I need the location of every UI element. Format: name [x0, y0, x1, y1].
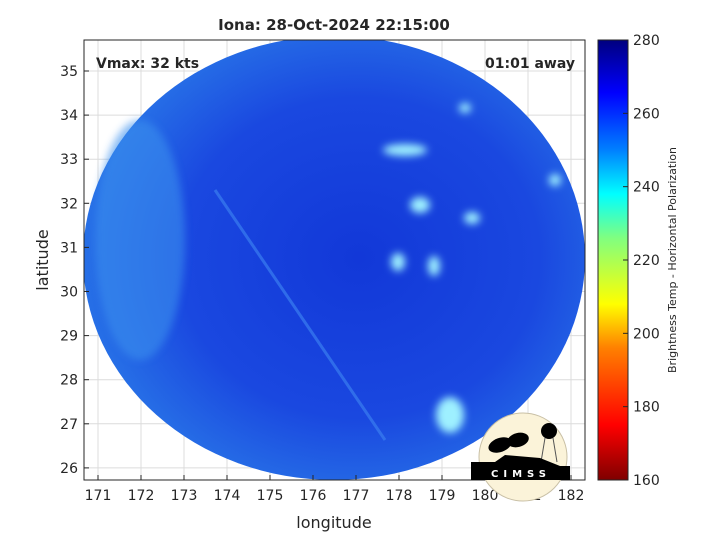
x-tick-label: 171 [85, 488, 112, 504]
x-axis-label: longitude [296, 513, 371, 532]
y-tick-label: 33 [60, 152, 78, 168]
y-tick-label: 29 [60, 329, 78, 345]
colorbar-tick-label: 240 [633, 180, 660, 196]
logo-text: CIMSS [491, 469, 551, 480]
x-tick-label: 176 [300, 488, 327, 504]
axes-box [83, 39, 586, 481]
y-tick-label: 27 [60, 417, 78, 433]
x-tick-label: 173 [171, 488, 198, 504]
y-tick-label: 35 [60, 64, 78, 80]
y-tick-label: 34 [60, 108, 78, 124]
colorbar-label: Brightness Temp - Horizontal Polarizatio… [666, 147, 679, 373]
y-ticks: 26 27 28 29 30 31 32 33 34 35 [60, 64, 89, 477]
y-axis-label: latitude [33, 229, 52, 290]
colorbar-tick-label: 180 [633, 400, 660, 416]
colorbar-tick-label: 260 [633, 106, 660, 122]
x-tick-label: 172 [128, 488, 155, 504]
vmax-label: Vmax: 32 kts [96, 56, 199, 72]
colorbar-tick-label: 200 [633, 326, 660, 342]
time-away-label: 01:01 away [485, 56, 575, 72]
y-tick-label: 32 [60, 196, 78, 212]
plot-title: Iona: 28-Oct-2024 22:15:00 [218, 16, 450, 34]
y-tick-label: 28 [60, 373, 78, 389]
x-tick-label: 179 [429, 488, 456, 504]
swath-seam [213, 189, 387, 441]
x-tick-label: 180 [472, 488, 499, 504]
light-band [95, 120, 185, 360]
y-tick-label: 31 [60, 240, 78, 256]
cimss-logo: CIMSS [471, 412, 570, 502]
x-tick-label: 174 [214, 488, 241, 504]
colorbar-tick-label: 280 [633, 33, 660, 49]
x-tick-label: 175 [257, 488, 284, 504]
brightness-field [84, 40, 585, 480]
y-tick-label: 26 [60, 461, 78, 477]
swath [84, 40, 585, 480]
colorbar-tick-label: 220 [633, 253, 660, 269]
x-tick-label: 182 [558, 488, 585, 504]
y-tick-label: 30 [60, 285, 78, 301]
cold-clouds [383, 103, 561, 433]
colorbar-ticks: 160 180 200 220 240 260 280 [623, 33, 660, 489]
x-tick-label: 178 [386, 488, 413, 504]
x-tick-label: 177 [343, 488, 370, 504]
colorbar-tick-label: 160 [633, 473, 660, 489]
